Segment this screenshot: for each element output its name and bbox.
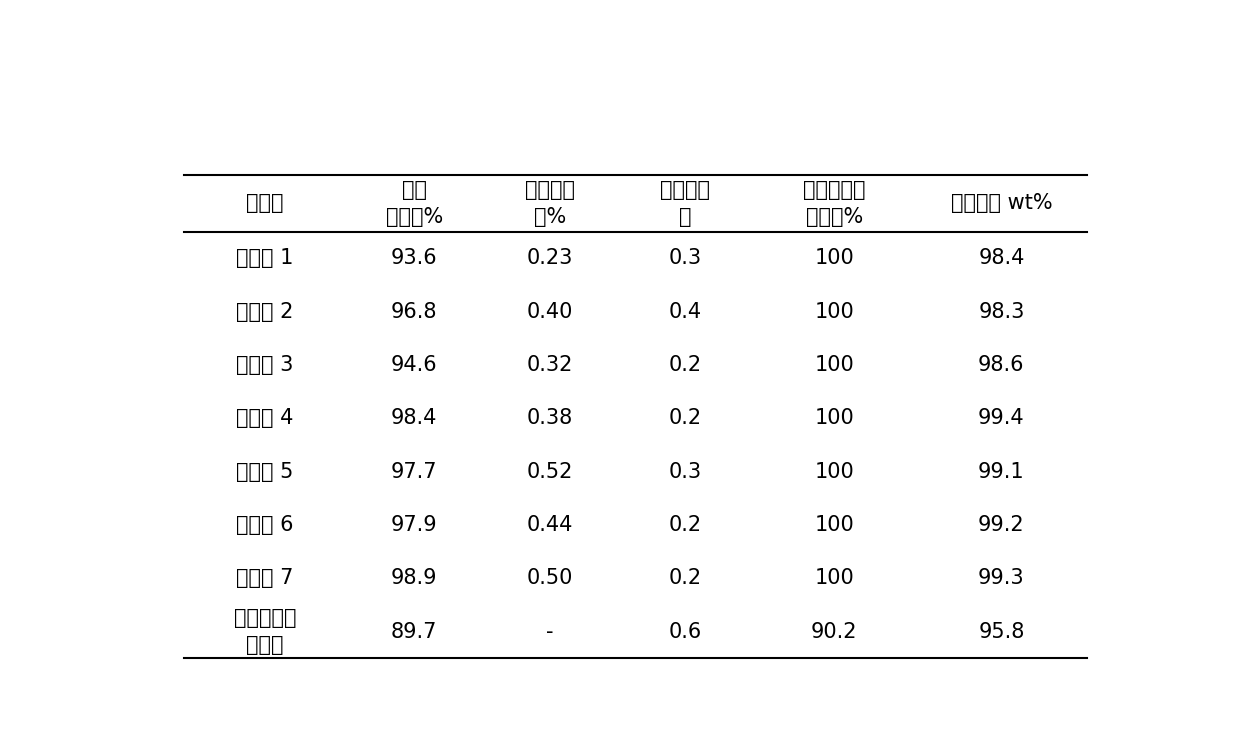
Text: 99.1: 99.1 xyxy=(978,462,1024,482)
Text: 100: 100 xyxy=(815,302,854,321)
Text: 97.9: 97.9 xyxy=(391,515,438,535)
Text: 0.3: 0.3 xyxy=(668,462,702,482)
Text: 99.4: 99.4 xyxy=(978,408,1024,428)
Text: 100: 100 xyxy=(815,569,854,588)
Text: 预加氢对比
催化剂: 预加氢对比 催化剂 xyxy=(234,609,296,655)
Text: 内烯烃增
量%: 内烯烃增 量% xyxy=(525,180,574,227)
Text: 辛烷值损
失: 辛烷值损 失 xyxy=(660,180,711,227)
Text: 0.40: 0.40 xyxy=(527,302,573,321)
Text: 98.4: 98.4 xyxy=(391,408,438,428)
Text: 100: 100 xyxy=(815,515,854,535)
Text: 97.7: 97.7 xyxy=(391,462,438,482)
Text: 96.8: 96.8 xyxy=(391,302,438,321)
Text: 100: 100 xyxy=(815,462,854,482)
Text: 0.52: 0.52 xyxy=(527,462,573,482)
Text: 89.7: 89.7 xyxy=(391,621,438,642)
Text: 99.2: 99.2 xyxy=(978,515,1024,535)
Text: 0.3: 0.3 xyxy=(668,248,702,268)
Text: 催化剂 2: 催化剂 2 xyxy=(237,302,294,321)
Text: 汽油收率 wt%: 汽油收率 wt% xyxy=(951,194,1053,213)
Text: 95.8: 95.8 xyxy=(978,621,1024,642)
Text: 98.6: 98.6 xyxy=(978,355,1024,375)
Text: 催化剂: 催化剂 xyxy=(247,194,284,213)
Text: 99.3: 99.3 xyxy=(978,569,1024,588)
Text: 94.6: 94.6 xyxy=(391,355,438,375)
Text: 催化剂 1: 催化剂 1 xyxy=(237,248,294,268)
Text: 催化剂 3: 催化剂 3 xyxy=(237,355,294,375)
Text: -: - xyxy=(546,621,553,642)
Text: 0.2: 0.2 xyxy=(668,515,702,535)
Text: 0.32: 0.32 xyxy=(527,355,573,375)
Text: 催化剂 4: 催化剂 4 xyxy=(237,408,294,428)
Text: 100: 100 xyxy=(815,408,854,428)
Text: 0.2: 0.2 xyxy=(668,408,702,428)
Text: 催化剂 7: 催化剂 7 xyxy=(237,569,294,588)
Text: 0.4: 0.4 xyxy=(668,302,702,321)
Text: 90.2: 90.2 xyxy=(811,621,858,642)
Text: 98.4: 98.4 xyxy=(978,248,1024,268)
Text: 0.2: 0.2 xyxy=(668,569,702,588)
Text: 93.6: 93.6 xyxy=(391,248,438,268)
Text: 0.38: 0.38 xyxy=(527,408,573,428)
Text: 0.44: 0.44 xyxy=(527,515,573,535)
Text: 100: 100 xyxy=(815,355,854,375)
Text: 98.3: 98.3 xyxy=(978,302,1024,321)
Text: 0.2: 0.2 xyxy=(668,355,702,375)
Text: 硫醇
脱除率%: 硫醇 脱除率% xyxy=(386,180,443,227)
Text: 0.50: 0.50 xyxy=(527,569,573,588)
Text: 催化剂 6: 催化剂 6 xyxy=(237,515,294,535)
Text: 100: 100 xyxy=(815,248,854,268)
Text: 催化剂 5: 催化剂 5 xyxy=(237,462,294,482)
Text: 0.6: 0.6 xyxy=(668,621,702,642)
Text: 0.23: 0.23 xyxy=(527,248,573,268)
Text: 二烯烃含量
脱除率%: 二烯烃含量 脱除率% xyxy=(804,180,866,227)
Text: 98.9: 98.9 xyxy=(391,569,438,588)
